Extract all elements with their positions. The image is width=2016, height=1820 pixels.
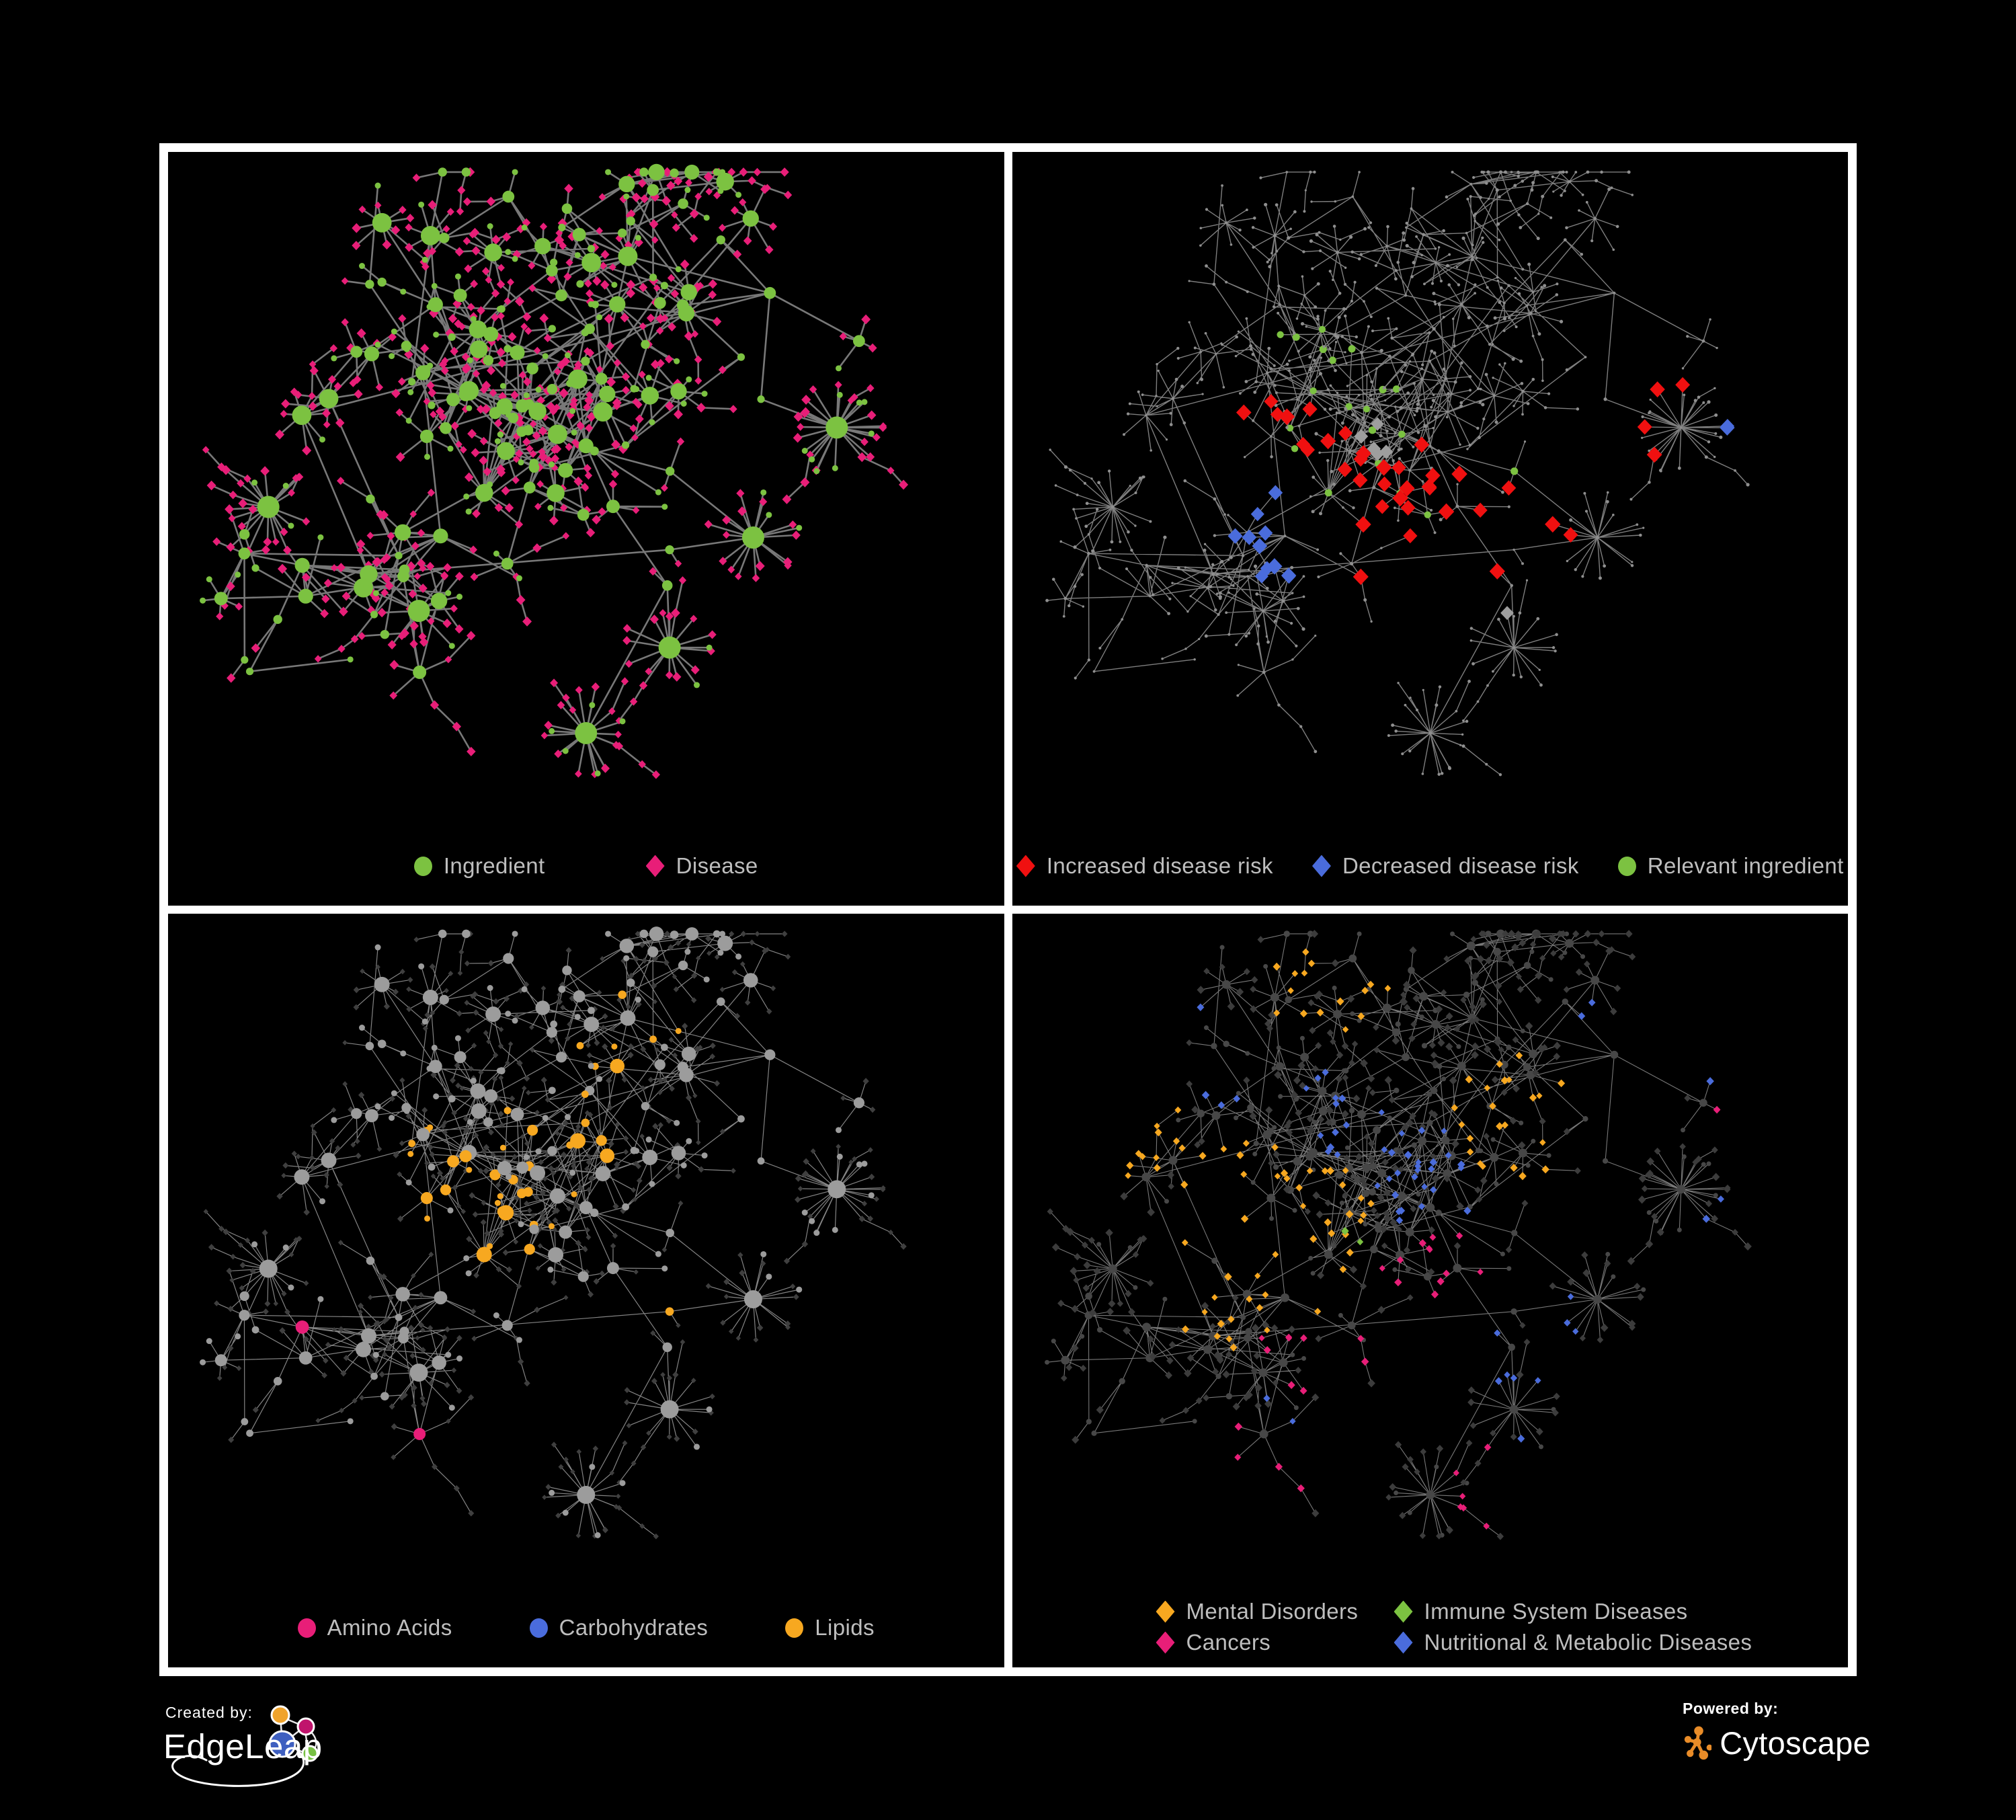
ingredient-disease-network-canvas [200,163,909,779]
cytoscape-logo-icon [1684,1726,1712,1760]
legend-label: Cancers [1186,1630,1271,1655]
legend-label: Nutritional & Metabolic Diseases [1424,1630,1752,1655]
cytoscape-wordmark: Cytoscape [1720,1725,1871,1761]
mental-disorders-diamond-marker [1156,1600,1175,1623]
legend-label: Decreased disease risk [1342,853,1579,878]
disease-category-network-canvas [1044,929,1752,1540]
legend-item-nutritional-metabolic-diseases: Nutritional & Metabolic Diseases [1394,1630,1828,1655]
panel-disease-risk: Increased disease risk Decreased disease… [1012,152,1849,906]
decreased-risk-diamond-marker [1312,855,1331,877]
cancers-diamond-marker [1156,1631,1175,1654]
edgeleap-logo-icon [171,1705,319,1787]
legend-item-relevant-ingredient: Relevant ingredient [1617,853,1844,879]
legend-label: Immune System Diseases [1424,1599,1688,1624]
legend-item-mental-disorders: Mental Disorders [1156,1599,1394,1624]
immune-diseases-diamond-marker [1394,1600,1413,1623]
legend-label: Relevant ingredient [1647,853,1844,878]
legend-item-lipids: Lipids [785,1615,875,1640]
relevant-ingredient-circle-marker [1617,856,1636,876]
legend-label: Increased disease risk [1046,853,1273,878]
legend-item-ingredient: Ingredient [413,853,545,879]
panel-grid: Ingredient Disease Increased disease ris… [159,143,1857,1676]
legend-label: Amino Acids [327,1615,452,1640]
legend-macronutrients: Amino Acids Carbohydrates Lipids [168,1615,1004,1640]
legend-item-cancers: Cancers [1156,1630,1394,1655]
legend-label: Disease [676,853,758,878]
amino-acids-circle-marker [297,1618,316,1638]
legend-item-amino-acids: Amino Acids [297,1615,452,1640]
legend-label: Ingredient [443,853,545,878]
panel-macronutrients: Amino Acids Carbohydrates Lipids [168,914,1004,1667]
increased-risk-diamond-marker [1016,855,1035,877]
panel-disease-categories: Mental Disorders Immune System Diseases … [1012,914,1848,1667]
legend-label: Lipids [815,1615,875,1640]
legend-item-immune-system-diseases: Immune System Diseases [1394,1599,1828,1624]
disease-risk-network-canvas [1045,170,1750,777]
legend-item-carbohydrates: Carbohydrates [529,1615,709,1640]
carbohydrates-circle-marker [529,1618,548,1638]
created-by-label: Created by: [165,1704,253,1721]
legend-disease-risk: Increased disease risk Decreased disease… [1012,853,1849,879]
cytoscape-credit: Powered by: Cytoscape [1683,1700,1871,1801]
nutritional-metabolic-diamond-marker [1394,1631,1413,1654]
legend-label: Mental Disorders [1186,1599,1359,1624]
powered-by-label: Powered by: [1683,1700,1779,1717]
legend-ingredient-disease: Ingredient Disease [168,853,1004,879]
lipids-circle-marker [785,1618,804,1638]
cytoscape-logo-row: Cytoscape [1683,1723,1871,1762]
macronutrient-network-canvas [200,926,907,1540]
edgeleap-credit: Created by: EdgeLeap [163,1700,399,1801]
legend-disease-categories: Mental Disorders Immune System Diseases … [1156,1599,1828,1655]
panel-ingredient-disease: Ingredient Disease [168,152,1004,906]
edgeleap-wordmark: EdgeLeap [163,1727,323,1766]
legend-item-decreased-risk: Decreased disease risk [1312,853,1579,879]
ingredient-circle-marker [413,856,432,876]
legend-label: Carbohydrates [559,1615,709,1640]
legend-item-disease: Disease [645,853,758,879]
legend-item-increased-risk: Increased disease risk [1016,853,1273,879]
disease-diamond-marker [645,855,665,877]
